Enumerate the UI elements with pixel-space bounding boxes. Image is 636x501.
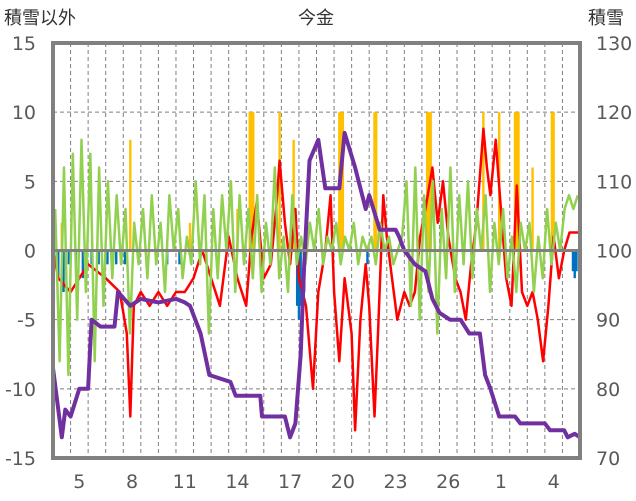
left-y-tick-label: 5 — [24, 171, 36, 193]
left-y-tick-label: -5 — [17, 310, 36, 332]
blue-bar — [97, 250, 100, 265]
x-tick-label: 17 — [278, 471, 302, 493]
orange-bar — [531, 167, 534, 251]
left-y-tick-label: 15 — [12, 33, 36, 55]
left-y-tick-label: -10 — [5, 379, 36, 401]
purple-series-line — [51, 130, 582, 440]
blue-bar — [573, 250, 576, 279]
blue-bar — [57, 250, 60, 279]
x-tick-label: 4 — [548, 471, 560, 493]
x-tick-label: 8 — [126, 471, 138, 493]
right-axis-label: 積雪 — [588, 8, 624, 29]
x-tick-label: 23 — [383, 471, 407, 493]
left-y-tick-label: -15 — [5, 448, 36, 470]
blue-bar — [571, 250, 575, 272]
orange-bar — [425, 112, 429, 251]
green-series-line — [53, 138, 579, 377]
blue-bar — [115, 250, 118, 265]
blue-bar — [81, 250, 85, 279]
blue-bar — [67, 250, 71, 265]
orange-bar — [341, 112, 345, 251]
plot-frame — [51, 41, 582, 460]
blue-bar — [297, 250, 301, 320]
x-tick-label: 26 — [436, 471, 460, 493]
orange-bar — [517, 112, 520, 251]
orange-bar — [292, 139, 295, 251]
blue-bar — [62, 250, 65, 292]
orange-bar — [252, 112, 255, 251]
orange-bar — [250, 112, 253, 251]
orange-bar — [373, 112, 376, 251]
x-tick-label: 5 — [73, 471, 85, 493]
orange-bar — [552, 112, 555, 251]
left-axis-label: 積雪以外 — [4, 8, 76, 29]
blue-bar — [178, 250, 181, 265]
x-tick-label: 1 — [495, 471, 507, 493]
x-tick-label: 11 — [173, 471, 197, 493]
orange-bar — [515, 112, 518, 251]
right-y-tick-label: 90 — [596, 310, 620, 332]
orange-bar — [482, 112, 485, 251]
orange-bar — [129, 139, 132, 251]
chart-title: 今金 — [298, 8, 334, 29]
blue-bar — [295, 250, 299, 306]
x-tick-label: 20 — [331, 471, 355, 493]
right-y-tick-label: 80 — [596, 379, 620, 401]
left-y-tick-label: 0 — [24, 241, 36, 263]
blue-bar — [299, 250, 302, 306]
orange-bar — [550, 112, 554, 251]
blue-bar — [366, 250, 369, 265]
orange-bar — [513, 112, 517, 251]
blue-bar — [106, 250, 109, 265]
orange-bar — [248, 112, 251, 251]
right-y-tick-label: 100 — [596, 241, 632, 263]
blue-bar — [123, 250, 127, 265]
right-y-tick-label: 130 — [596, 33, 632, 55]
blue-bar — [575, 250, 578, 272]
right-y-tick-label: 70 — [596, 448, 620, 470]
orange-bar — [375, 112, 378, 251]
left-y-tick-label: 10 — [12, 102, 36, 124]
orange-bar — [188, 222, 192, 251]
right-y-tick-label: 120 — [596, 102, 632, 124]
orange-bar — [278, 112, 281, 251]
right-y-tick-label: 110 — [596, 171, 632, 193]
x-tick-label: 14 — [225, 471, 249, 493]
